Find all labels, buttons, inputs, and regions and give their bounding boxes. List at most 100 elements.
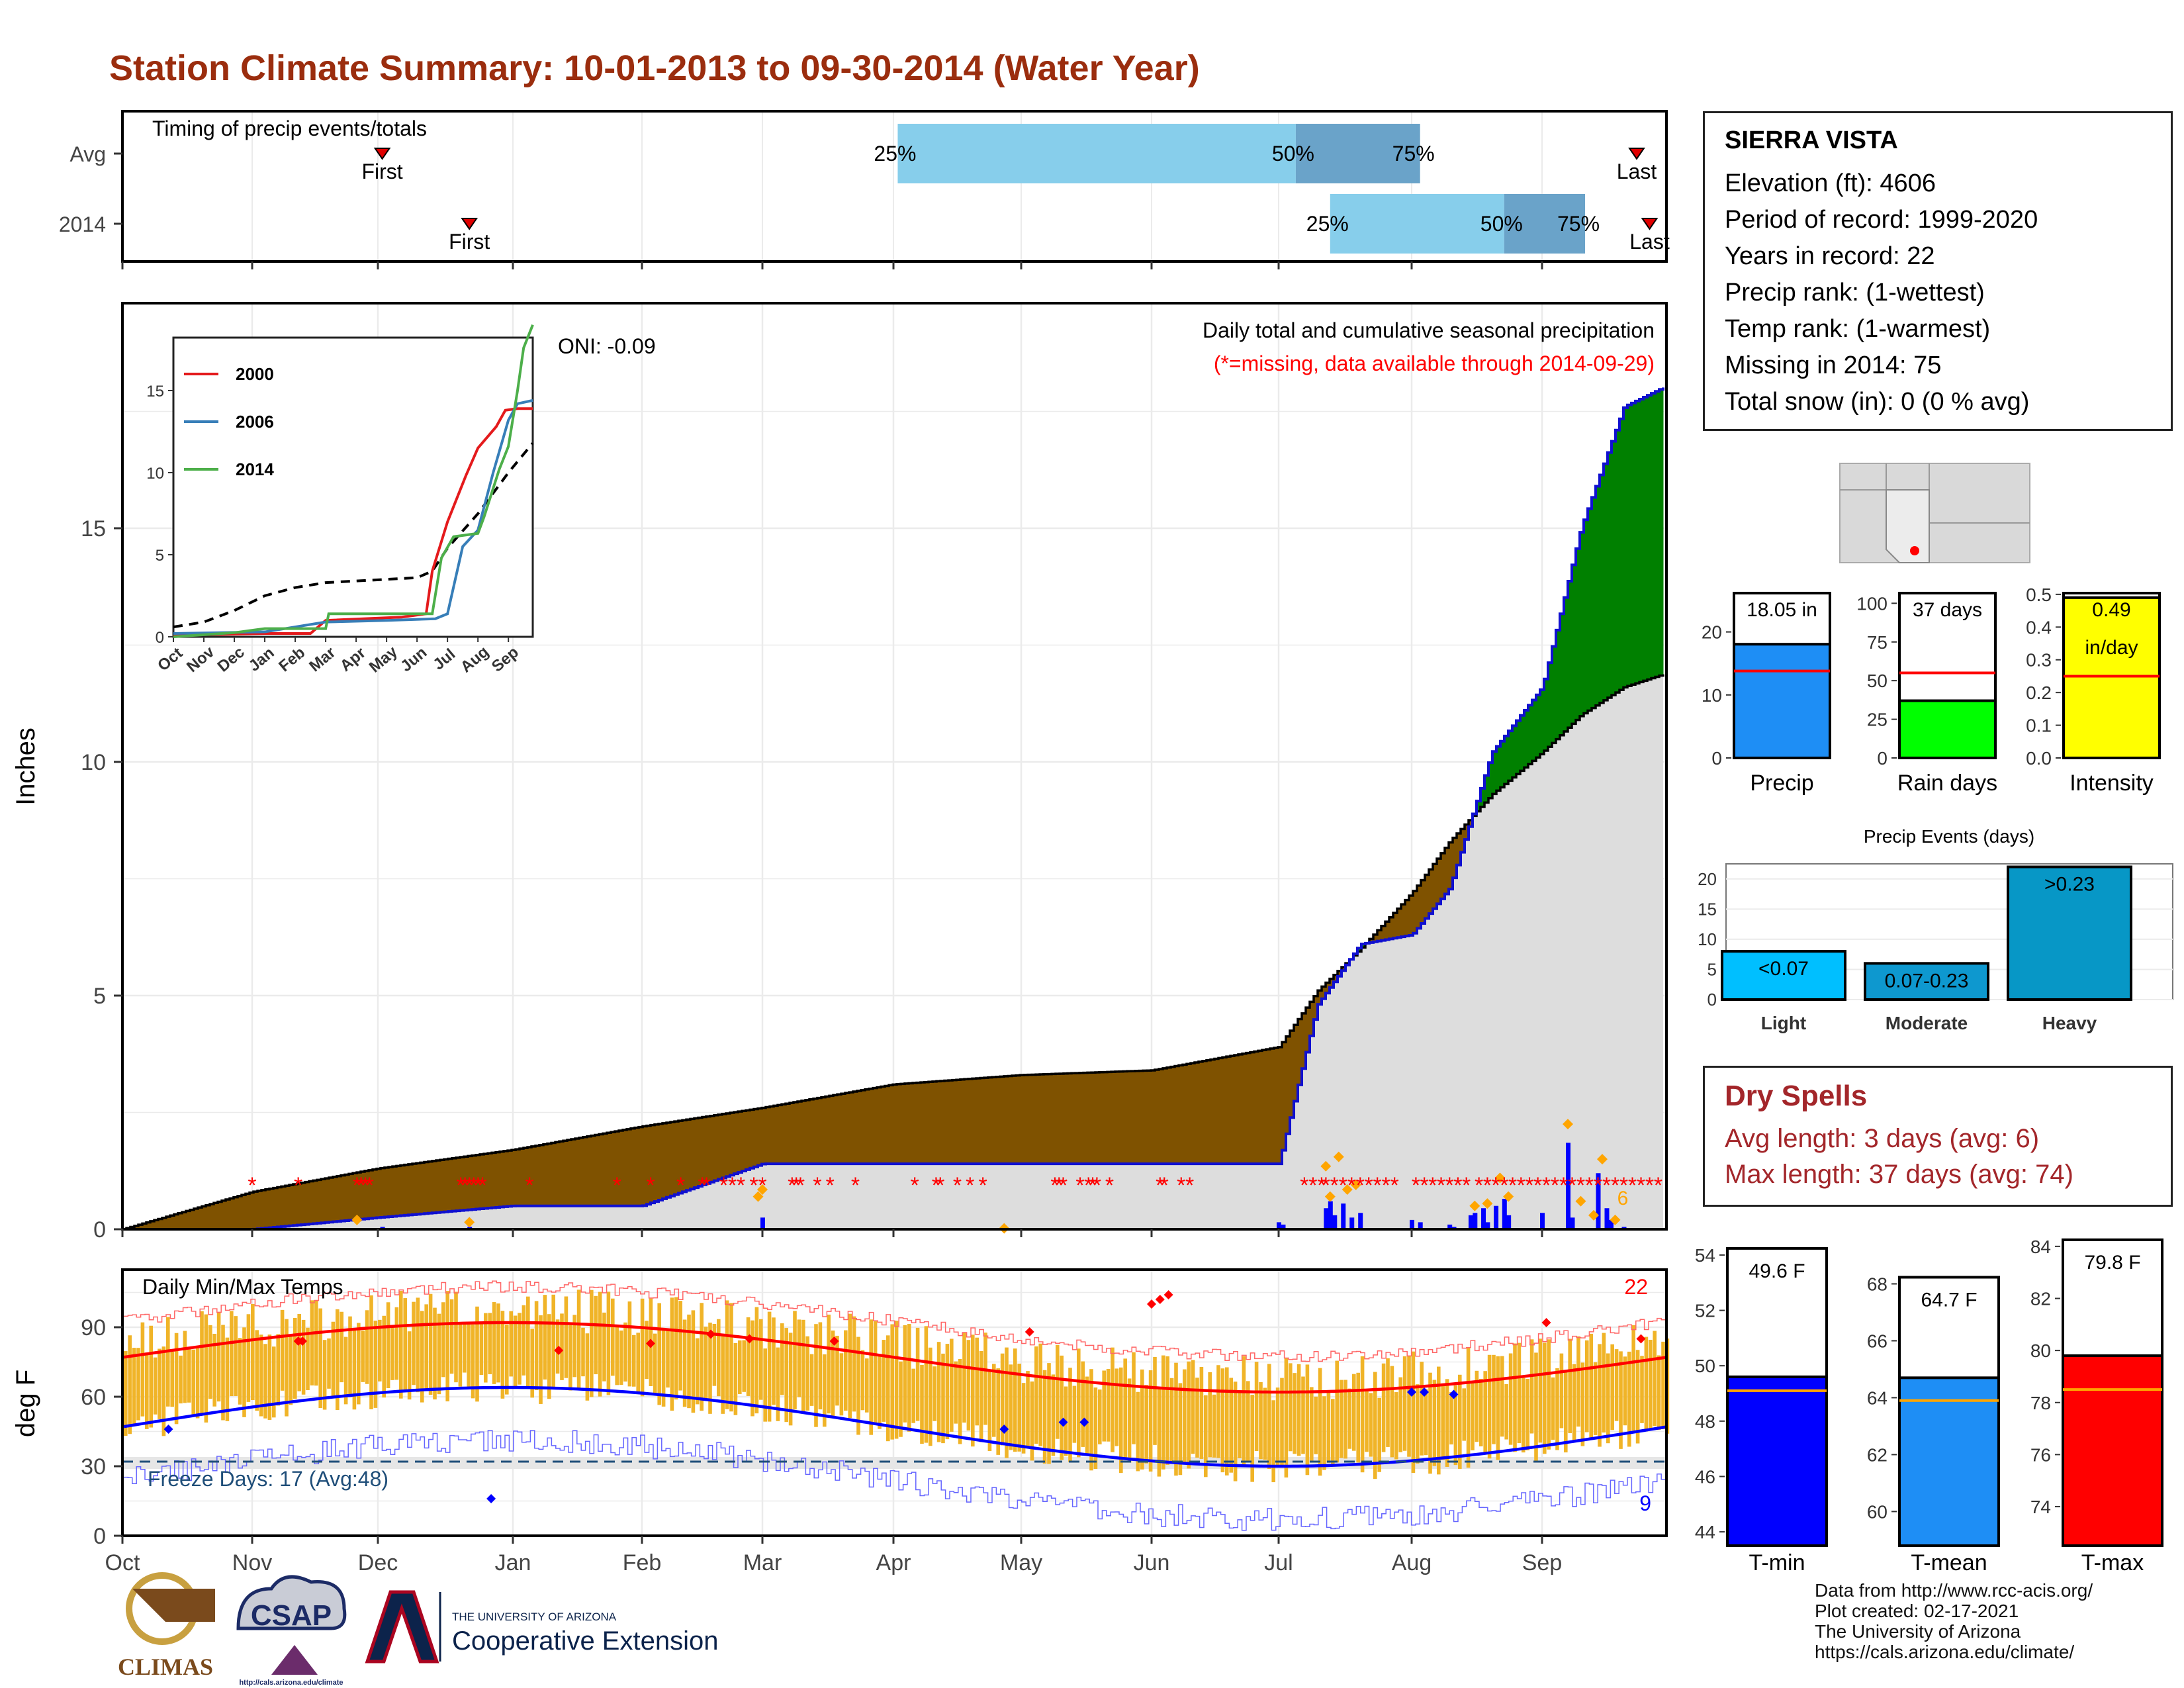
precip-deficit-slice bbox=[774, 1105, 778, 1164]
inset-legend-label: 2000 bbox=[236, 364, 274, 384]
daily-temp-bar bbox=[1606, 1353, 1610, 1444]
daily-temp-bar bbox=[424, 1304, 428, 1391]
daily-temp-bar bbox=[463, 1323, 467, 1373]
precip-deficit-slice bbox=[639, 1127, 643, 1206]
precip-deficit-slice bbox=[1413, 890, 1418, 933]
daily-temp-bar bbox=[674, 1297, 678, 1400]
missing-day-asterisk: * bbox=[1185, 1173, 1194, 1198]
precip-deficit-slice bbox=[1171, 1066, 1175, 1164]
precip-deficit-slice bbox=[1469, 820, 1473, 827]
daily-temp-bar bbox=[1199, 1366, 1204, 1459]
daily-temp-bar bbox=[920, 1364, 924, 1444]
precip-event-category: Light bbox=[1761, 1013, 1806, 1033]
precip-surplus-slice bbox=[1540, 689, 1545, 755]
precip-surplus-slice bbox=[1643, 397, 1648, 681]
precip-deficit-slice bbox=[1111, 1072, 1116, 1164]
precip-deficit-slice bbox=[889, 1085, 893, 1164]
precip-deficit-slice bbox=[329, 1177, 334, 1223]
precip-deficit-slice bbox=[1004, 1076, 1009, 1164]
inset-y-tick-label: 5 bbox=[156, 547, 164, 565]
daily-temp-bar bbox=[725, 1300, 729, 1409]
daily-temp-bar bbox=[509, 1311, 513, 1377]
precip-deficit-slice bbox=[682, 1120, 687, 1192]
missing-day-asterisk: * bbox=[1177, 1173, 1185, 1198]
precip-deficit-slice bbox=[901, 1084, 905, 1164]
station-temp-rank: Temp rank: (1-warmest) bbox=[1725, 315, 1991, 343]
temp-summary-y-tick-label: 74 bbox=[2030, 1497, 2051, 1517]
precip-deficit-slice bbox=[333, 1176, 338, 1222]
precip-deficit-slice bbox=[1226, 1056, 1231, 1164]
daily-temp-bar bbox=[297, 1313, 301, 1391]
precip-deficit-slice bbox=[313, 1180, 318, 1224]
record-high-diamond bbox=[1024, 1327, 1034, 1336]
daily-record-diamond bbox=[1597, 1154, 1608, 1165]
precip-deficit-slice bbox=[706, 1116, 711, 1184]
precip-deficit-slice bbox=[1091, 1072, 1096, 1164]
record-high-diamond bbox=[1541, 1318, 1551, 1327]
precip-deficit-slice bbox=[607, 1133, 612, 1206]
precip-deficit-slice bbox=[786, 1103, 790, 1164]
precip-surplus-slice bbox=[1520, 715, 1525, 771]
daily-temp-bar bbox=[738, 1340, 742, 1394]
daily-temp-bar bbox=[1102, 1370, 1106, 1442]
precip-deficit-slice bbox=[142, 1223, 147, 1229]
daily-precip-bar bbox=[1485, 1222, 1490, 1229]
precip-deficit-slice bbox=[1385, 921, 1390, 940]
precip-deficit-slice bbox=[448, 1158, 453, 1212]
timing-label: Timing of precip events/totals bbox=[152, 117, 427, 140]
precip-deficit-slice bbox=[234, 1197, 238, 1229]
daily-record-diamond bbox=[1575, 1196, 1586, 1207]
precip-deficit-slice bbox=[913, 1083, 917, 1164]
precip-deficit-slice bbox=[964, 1079, 969, 1164]
precip-deficit-slice bbox=[460, 1157, 465, 1211]
month-label: Jul bbox=[1264, 1550, 1293, 1575]
daily-temp-bar bbox=[958, 1358, 962, 1444]
precip-deficit-slice bbox=[714, 1115, 719, 1181]
record-high-diamond bbox=[554, 1346, 564, 1355]
daily-temp-bar bbox=[924, 1326, 929, 1443]
missing-day-asterisk: * bbox=[353, 1173, 361, 1198]
temp-summary-y-tick-label: 54 bbox=[1695, 1245, 1715, 1266]
temp-y-axis-title: deg F bbox=[11, 1370, 40, 1437]
precip-surplus-slice bbox=[1596, 486, 1600, 706]
daily-temp-bar bbox=[158, 1348, 161, 1419]
daily-temp-bar bbox=[1034, 1346, 1038, 1444]
precip-deficit-slice bbox=[214, 1203, 218, 1229]
temp-summary-y-tick-label: 68 bbox=[1867, 1274, 1888, 1294]
missing-day-asterisk: * bbox=[613, 1173, 621, 1198]
precip-deficit-slice bbox=[1040, 1074, 1044, 1164]
daily-temp-bar bbox=[696, 1338, 700, 1405]
summary-bar-value bbox=[1898, 699, 1997, 760]
daily-temp-bar bbox=[1589, 1333, 1593, 1438]
precip-deficit-slice bbox=[531, 1146, 536, 1206]
precip-deficit-slice bbox=[758, 1108, 762, 1166]
daily-temp-bar bbox=[1360, 1356, 1365, 1473]
daily-temp-bar bbox=[687, 1314, 691, 1409]
dry-spells-title: Dry Spells bbox=[1725, 1080, 1868, 1112]
precip-deficit-slice bbox=[1155, 1070, 1160, 1164]
daily-temp-bar bbox=[1551, 1377, 1555, 1440]
timing-row-label: Avg bbox=[69, 142, 106, 166]
daily-temp-bar bbox=[1390, 1366, 1394, 1458]
precip-deficit-slice bbox=[1060, 1073, 1064, 1164]
precip-deficit-slice bbox=[170, 1215, 175, 1229]
daily-temp-bar bbox=[555, 1319, 560, 1374]
summary-bar-value bbox=[2062, 596, 2161, 759]
daily-precip-bar bbox=[1281, 1224, 1286, 1229]
daily-temp-bar bbox=[179, 1355, 183, 1404]
daily-precip-bar bbox=[1609, 1219, 1614, 1229]
daily-temp-bar bbox=[797, 1319, 801, 1397]
daily-temp-bar bbox=[1564, 1371, 1568, 1453]
precip-deficit-slice bbox=[210, 1203, 214, 1229]
precip-surplus-slice bbox=[1651, 393, 1656, 679]
daily-temp-bar bbox=[331, 1321, 336, 1399]
precip-surplus-slice bbox=[1496, 746, 1501, 791]
precip-deficit-slice bbox=[277, 1187, 282, 1227]
precip-deficit-slice bbox=[1389, 917, 1394, 939]
precip-surplus-slice bbox=[1647, 395, 1652, 680]
precip-deficit-slice bbox=[710, 1115, 715, 1182]
daily-temp-bar bbox=[1432, 1380, 1437, 1466]
temp-summary-y-tick-label: 62 bbox=[1867, 1444, 1888, 1465]
dry-spells-box: Dry Spells Avg length: 3 days (avg: 6) M… bbox=[1703, 1066, 2173, 1207]
summary-bar-value bbox=[1733, 643, 1831, 759]
